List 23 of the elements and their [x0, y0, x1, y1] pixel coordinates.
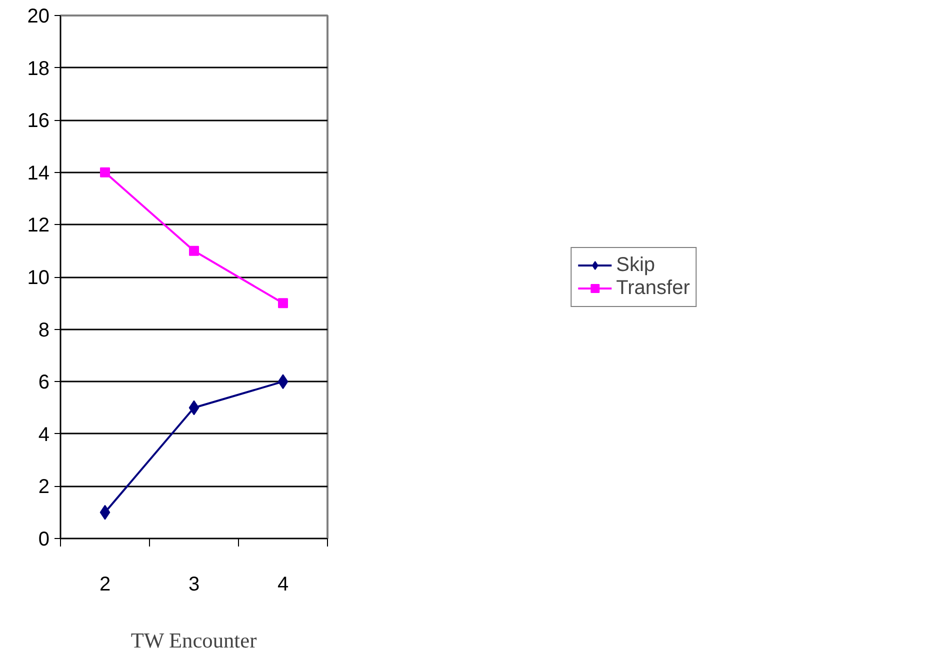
y-tick-label: 6	[38, 372, 50, 394]
y-tick-label: 2	[38, 476, 50, 498]
point	[100, 167, 110, 178]
point	[278, 374, 288, 390]
x-tick-label: 4	[277, 574, 289, 596]
point	[278, 298, 288, 308]
point	[100, 504, 110, 520]
x-axis-title: TW Encounter	[130, 628, 257, 652]
y-tick-label: 12	[27, 214, 50, 237]
point	[189, 246, 199, 256]
y-tick-label: 20	[27, 6, 50, 28]
x-tick-label: 3	[188, 574, 200, 596]
x-tick-label: 2	[99, 574, 111, 596]
y-tick-label: 8	[38, 319, 50, 342]
y-tick-label: 14	[27, 162, 50, 184]
y-tick-label: 0	[38, 528, 50, 550]
y-tick-label: 10	[27, 267, 50, 289]
y-tick-label: 4	[38, 424, 50, 446]
y-tick-label: 18	[27, 58, 50, 80]
point	[188, 400, 200, 416]
legend-label: Transfer	[616, 276, 690, 300]
legend-label: Skip	[616, 254, 656, 276]
y-tick-label: 16	[27, 110, 50, 132]
